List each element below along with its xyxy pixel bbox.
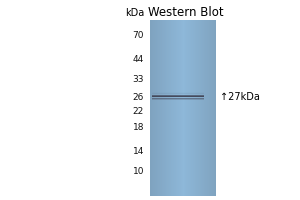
Bar <box>204 20 205 196</box>
Bar <box>157 20 158 196</box>
Bar <box>196 20 197 196</box>
Bar <box>166 20 167 196</box>
Text: 44: 44 <box>133 55 144 64</box>
Bar <box>199 20 200 196</box>
Bar <box>178 20 179 196</box>
Bar <box>184 20 186 196</box>
Bar <box>182 20 183 196</box>
Bar <box>172 20 173 196</box>
Bar <box>161 20 162 196</box>
Bar <box>156 20 157 196</box>
Bar <box>159 20 160 196</box>
Bar <box>214 20 215 196</box>
Text: 18: 18 <box>133 123 144 132</box>
Bar <box>193 20 194 196</box>
Bar <box>169 20 170 196</box>
Bar <box>153 20 154 196</box>
Bar <box>176 20 178 196</box>
Text: 26: 26 <box>133 94 144 102</box>
Bar <box>209 20 211 196</box>
Bar <box>162 20 164 196</box>
Bar <box>155 20 156 196</box>
Bar <box>208 20 210 196</box>
Bar <box>198 20 199 196</box>
Bar <box>183 20 184 196</box>
Bar <box>154 20 155 196</box>
Bar <box>215 20 216 196</box>
Text: 70: 70 <box>133 31 144 40</box>
Bar <box>188 20 189 196</box>
Bar <box>158 20 159 196</box>
Bar <box>165 20 166 196</box>
Bar <box>171 20 172 196</box>
Bar <box>201 20 202 196</box>
Bar <box>168 20 169 196</box>
Bar <box>203 20 204 196</box>
Bar <box>151 20 152 196</box>
Bar <box>163 20 164 196</box>
Bar <box>190 20 191 196</box>
Text: 33: 33 <box>133 75 144 84</box>
Bar <box>200 20 201 196</box>
Bar <box>170 20 171 196</box>
Bar <box>194 20 195 196</box>
Text: 10: 10 <box>133 168 144 176</box>
Bar <box>200 20 202 196</box>
Bar <box>213 20 214 196</box>
Bar <box>160 20 161 196</box>
Bar <box>192 20 193 196</box>
Text: kDa: kDa <box>125 8 144 18</box>
Bar <box>207 20 208 196</box>
Bar <box>205 20 206 196</box>
Bar <box>164 20 165 196</box>
Bar <box>214 20 215 196</box>
Bar <box>174 20 175 196</box>
Bar <box>194 20 196 196</box>
Bar <box>195 20 196 196</box>
Bar <box>205 20 206 196</box>
Bar <box>211 20 212 196</box>
Bar <box>212 20 213 196</box>
Bar <box>187 20 188 196</box>
Bar <box>189 20 190 196</box>
Bar <box>158 20 159 196</box>
Text: ↑27kDa: ↑27kDa <box>220 92 260 102</box>
Bar <box>150 20 151 196</box>
Bar <box>191 20 192 196</box>
Bar <box>176 20 177 196</box>
Bar <box>185 20 187 196</box>
Bar <box>152 20 153 196</box>
Bar <box>175 20 176 196</box>
Bar <box>179 20 180 196</box>
Text: 22: 22 <box>133 108 144 116</box>
Bar <box>167 20 169 196</box>
Bar <box>161 20 163 196</box>
Bar <box>180 20 181 196</box>
Bar <box>167 20 168 196</box>
Bar <box>177 20 178 196</box>
Bar <box>186 20 188 196</box>
Bar <box>208 20 209 196</box>
Text: 14: 14 <box>133 148 144 156</box>
Bar <box>181 20 182 196</box>
Bar <box>202 20 203 196</box>
Bar <box>190 20 191 196</box>
Bar <box>197 20 198 196</box>
Bar <box>184 20 185 196</box>
Bar <box>210 20 211 196</box>
Bar <box>173 20 174 196</box>
Bar <box>206 20 207 196</box>
Bar <box>152 20 154 196</box>
Text: Western Blot: Western Blot <box>148 6 224 19</box>
